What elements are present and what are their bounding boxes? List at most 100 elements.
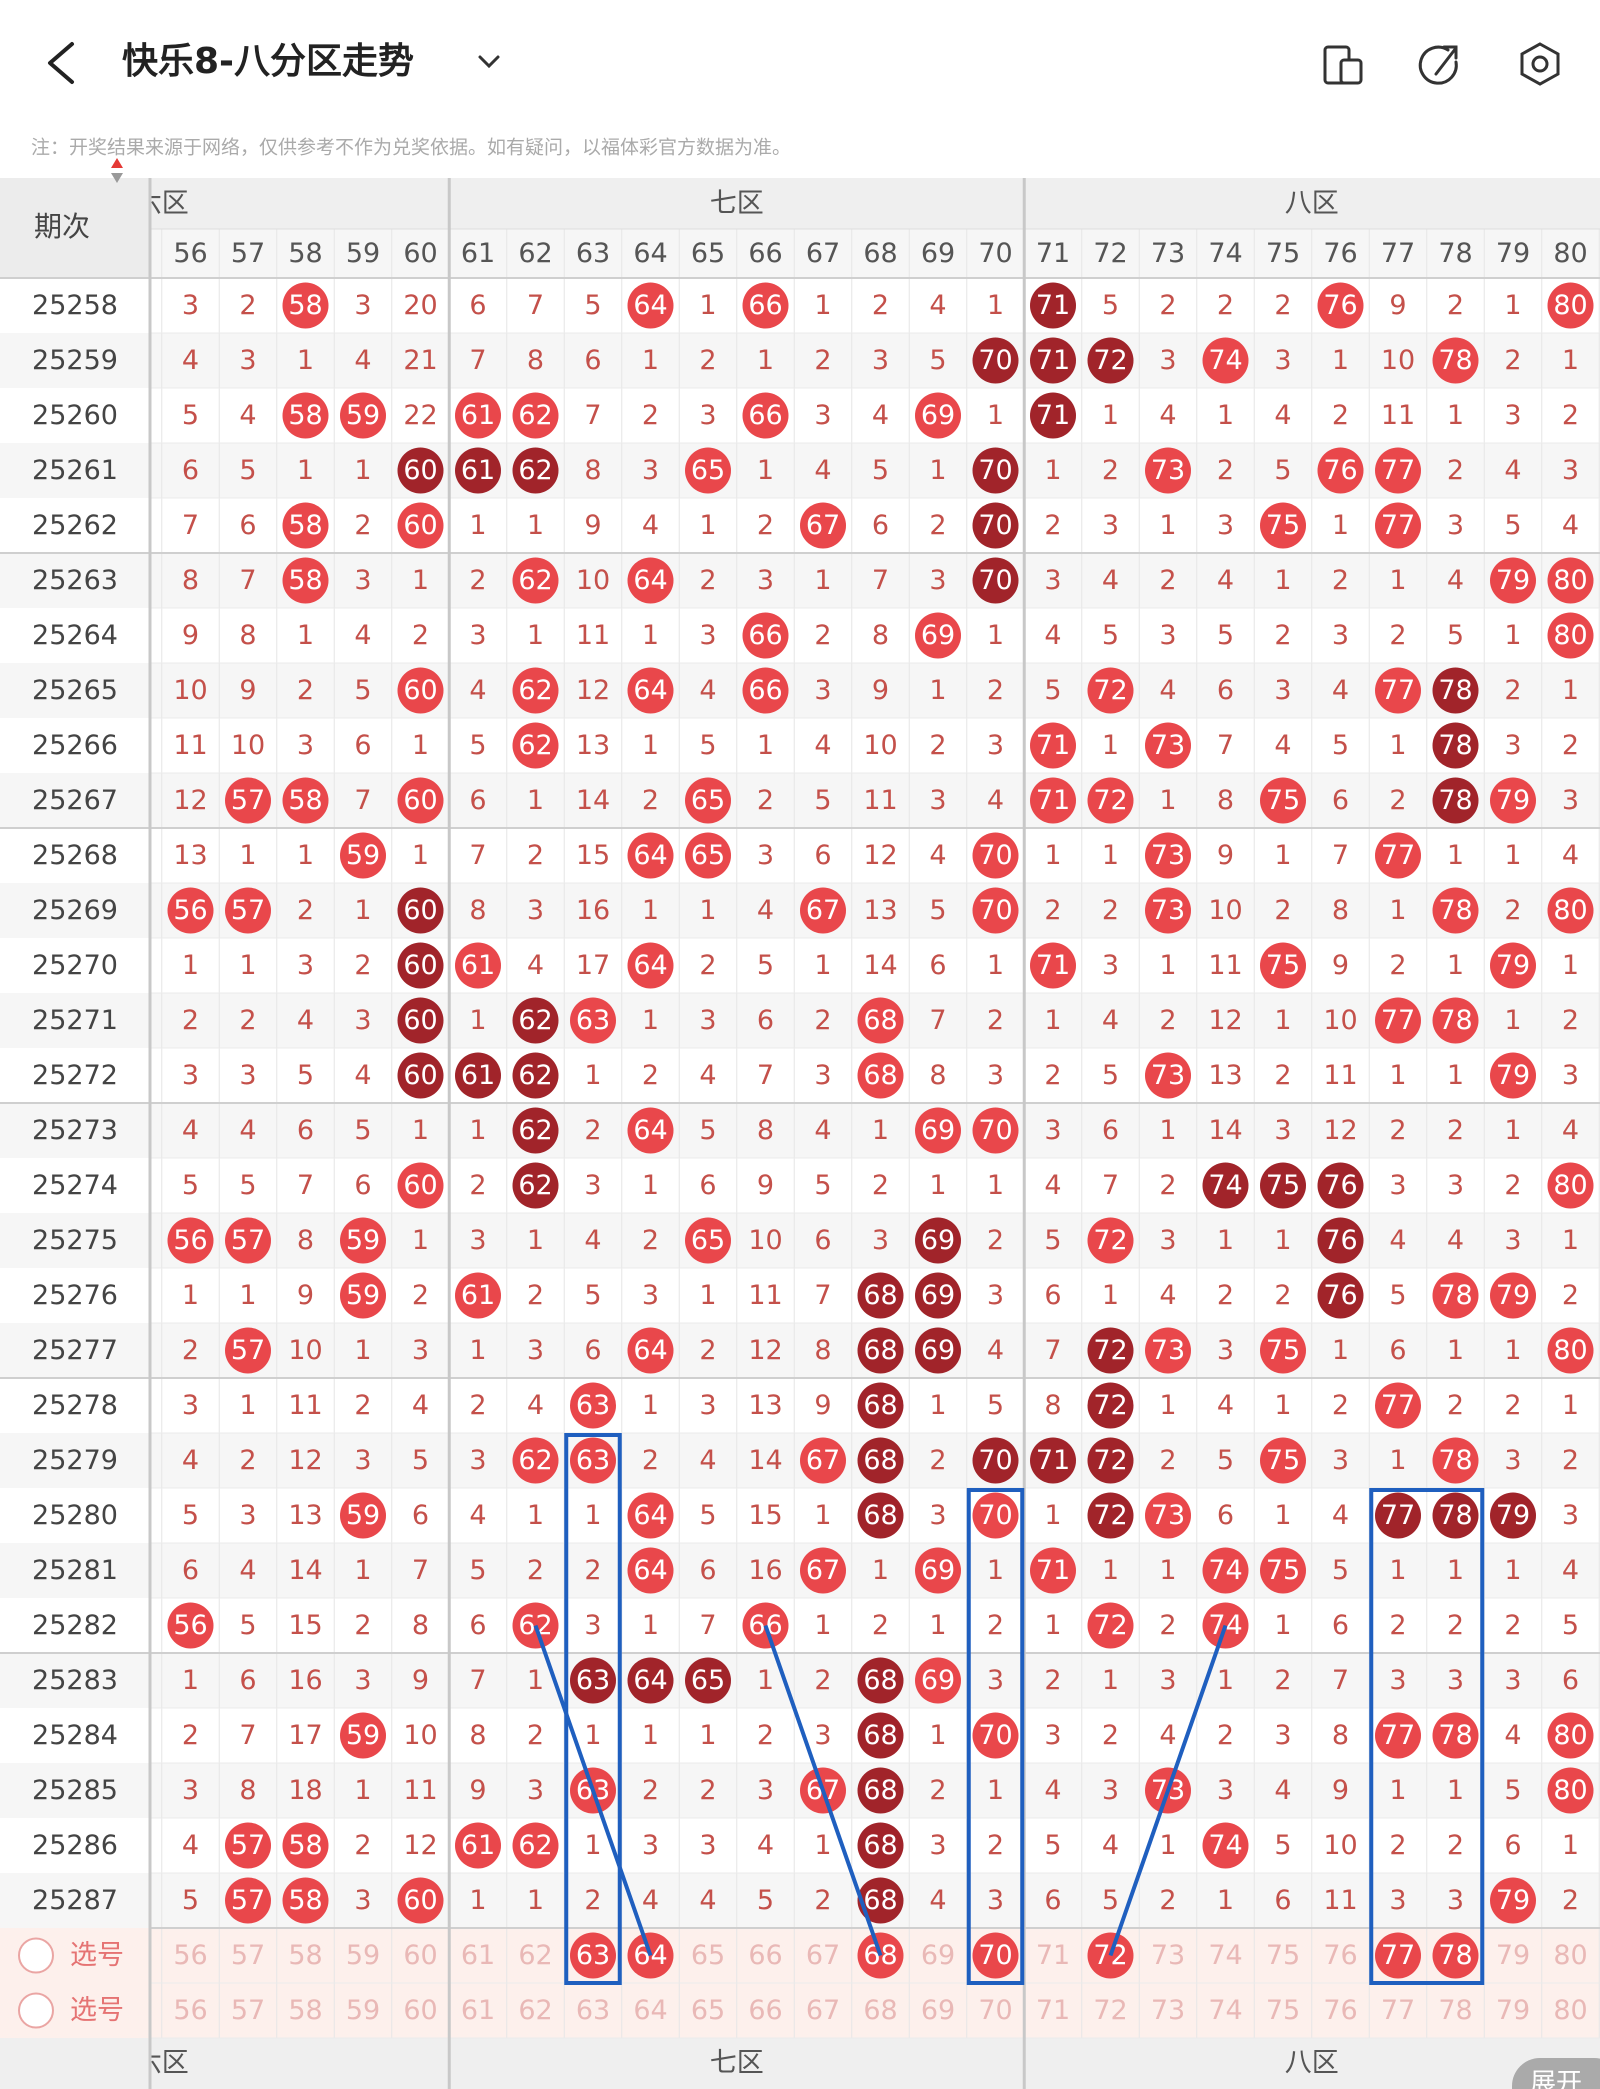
miss-count: 6 (354, 730, 371, 761)
miss-count: 1 (239, 950, 256, 981)
miss-count: 9 (412, 1665, 429, 1696)
select-radio[interactable] (18, 1992, 54, 2029)
select-number[interactable]: 69 (921, 1940, 955, 1971)
miss-count: 2 (354, 950, 371, 981)
hit-number: 64 (633, 565, 667, 596)
select-number[interactable]: 73 (1151, 1940, 1185, 1971)
expand-button[interactable] (1512, 2058, 1600, 2089)
select-number[interactable]: 58 (288, 1940, 322, 1971)
select-number[interactable]: 76 (1323, 1940, 1357, 1971)
hit-number: 78 (1438, 1280, 1472, 1311)
select-number[interactable]: 60 (403, 1940, 437, 1971)
miss-count: 6 (584, 1335, 601, 1366)
miss-count: 1 (297, 345, 314, 376)
select-number[interactable]: 62 (518, 1995, 552, 2026)
select-number[interactable]: 57 (231, 1940, 265, 1971)
select-number[interactable]: 74 (1208, 1940, 1242, 1971)
select-number[interactable]: 75 (1266, 1940, 1300, 1971)
settings-icon[interactable] (1520, 42, 1560, 86)
select-number[interactable]: 77 (1381, 1995, 1415, 2026)
select-number[interactable]: 79 (1496, 1995, 1530, 2026)
select-number[interactable]: 62 (518, 1940, 552, 1971)
share-icon[interactable] (1418, 45, 1458, 85)
miss-count: 6 (182, 455, 199, 486)
title-dropdown[interactable] (478, 55, 500, 69)
row-bg (0, 553, 1600, 608)
select-number[interactable]: 73 (1151, 1995, 1185, 2026)
select-number[interactable]: 66 (748, 1940, 782, 1971)
select-number[interactable]: 80 (1553, 1940, 1587, 1971)
select-number[interactable]: 56 (173, 1995, 207, 2026)
hit-number: 70 (978, 455, 1012, 486)
hit-number: 66 (748, 290, 782, 321)
hit-ball (1432, 337, 1479, 384)
miss-count: 5 (354, 675, 371, 706)
select-number[interactable]: 68 (863, 1995, 897, 2026)
row-bg (0, 1103, 1600, 1158)
miss-count: 2 (1504, 675, 1521, 706)
hit-number: 69 (921, 1280, 955, 1311)
column-number: 63 (576, 238, 610, 269)
select-number[interactable]: 56 (173, 1940, 207, 1971)
miss-count: 2 (182, 1005, 199, 1036)
select-number[interactable]: 64 (633, 1995, 667, 2026)
miss-count: 4 (1504, 455, 1521, 486)
hit-number: 62 (518, 1830, 552, 1861)
select-radio[interactable] (18, 1937, 54, 1974)
device-icon[interactable] (1323, 45, 1363, 85)
miss-count: 7 (239, 565, 256, 596)
select-number[interactable]: 75 (1266, 1995, 1300, 2026)
hit-ball (1547, 1712, 1594, 1759)
miss-count: 1 (642, 345, 659, 376)
miss-count: 2 (699, 565, 716, 596)
select-number[interactable]: 57 (231, 1995, 265, 2026)
select-number[interactable]: 70 (978, 1995, 1012, 2026)
select-number[interactable]: 69 (921, 1995, 955, 2026)
hit-number: 76 (1323, 455, 1357, 486)
miss-count: 1 (1504, 620, 1521, 651)
hit-number: 68 (863, 1445, 897, 1476)
back-button[interactable] (48, 42, 74, 84)
miss-count: 3 (182, 1390, 199, 1421)
select-number[interactable]: 66 (748, 1995, 782, 2026)
select-number[interactable]: 65 (691, 1995, 725, 2026)
select-number[interactable]: 61 (461, 1995, 495, 2026)
hit-ball (1260, 942, 1306, 989)
select-number[interactable]: 71 (1036, 1995, 1070, 2026)
miss-count: 1 (1389, 565, 1406, 596)
hit-ball (1087, 1492, 1134, 1539)
miss-count: 2 (1274, 290, 1291, 321)
miss-count: 12 (403, 1830, 437, 1861)
select-number[interactable]: 63 (576, 1995, 610, 2026)
period-cell-bg (0, 1873, 150, 1928)
miss-count: 8 (1217, 785, 1234, 816)
hit-ball (1087, 667, 1134, 714)
select-number[interactable]: 65 (691, 1940, 725, 1971)
hit-ball (397, 667, 444, 714)
select-number[interactable]: 72 (1093, 1995, 1127, 2026)
select-number[interactable]: 79 (1496, 1940, 1530, 1971)
select-number[interactable]: 67 (806, 1940, 840, 1971)
miss-count: 13 (748, 1390, 782, 1421)
hit-ball (915, 1107, 961, 1154)
select-number[interactable]: 67 (806, 1995, 840, 2026)
miss-count: 2 (1102, 455, 1119, 486)
miss-count: 2 (929, 730, 946, 761)
select-number[interactable]: 80 (1553, 1995, 1587, 2026)
select-number[interactable]: 59 (346, 1940, 380, 1971)
select-number[interactable]: 78 (1438, 1995, 1472, 2026)
miss-count: 2 (297, 895, 314, 926)
select-number[interactable]: 58 (288, 1995, 322, 2026)
period-header[interactable]: 期次 (34, 210, 90, 243)
hit-number: 80 (1553, 1720, 1587, 1751)
select-number[interactable]: 74 (1208, 1995, 1242, 2026)
select-number[interactable]: 61 (461, 1940, 495, 1971)
hit-number: 59 (346, 1720, 380, 1751)
hit-number: 56 (173, 895, 207, 926)
select-number[interactable]: 60 (403, 1995, 437, 2026)
miss-count: 5 (1102, 290, 1119, 321)
select-number[interactable]: 71 (1036, 1940, 1070, 1971)
select-number[interactable]: 59 (346, 1995, 380, 2026)
select-number[interactable]: 76 (1323, 1995, 1357, 2026)
miss-count: 2 (1274, 1280, 1291, 1311)
